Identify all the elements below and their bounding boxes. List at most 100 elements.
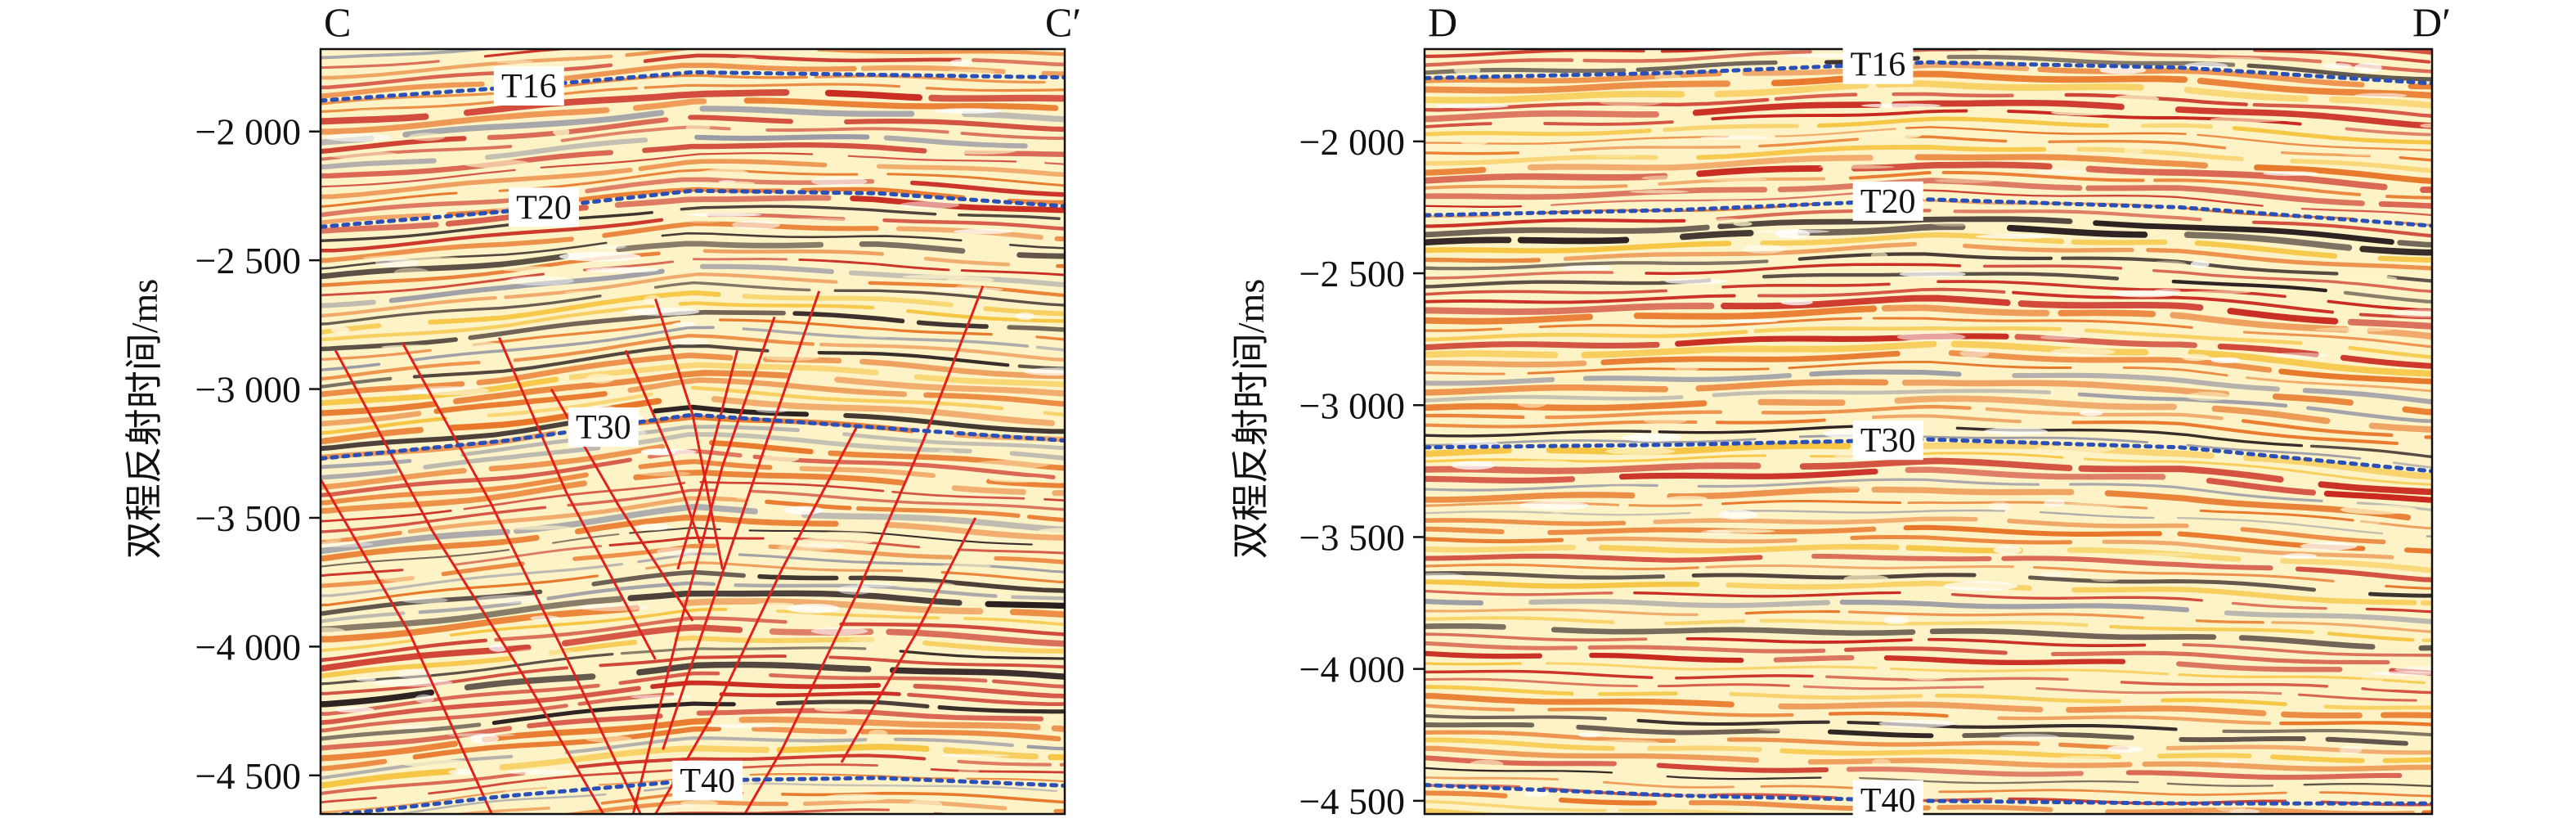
horizon-label-text: T16 (1851, 47, 1906, 84)
horizon-line (1425, 783, 2432, 806)
amplitude-patch (1524, 790, 1549, 797)
reflector-segment (1545, 410, 1722, 420)
plot-frame-right (1423, 47, 2434, 816)
fault-line (662, 290, 821, 750)
reflector-segment (1425, 67, 1627, 75)
amplitude-patch (324, 534, 342, 542)
amplitude-patch (2339, 745, 2363, 755)
reflector-segment (937, 705, 1065, 714)
reflector-segment (1517, 236, 1630, 245)
amplitude-patch (585, 735, 632, 743)
reflector-segment (1425, 58, 1574, 67)
reflector-segment (650, 680, 882, 690)
amplitude-patch (1519, 501, 1589, 510)
reflector-segment (627, 377, 907, 398)
amplitude-patch (530, 615, 560, 622)
reflector-segment (321, 758, 388, 771)
reflector-segment (321, 411, 422, 427)
reflector-segment (1425, 205, 1522, 208)
amplitude-patch (1706, 528, 1775, 533)
reflector-segment (321, 644, 532, 672)
reflector-segment (321, 574, 599, 607)
corner-label-right-start: D (1428, 0, 1457, 45)
reflector-segment (1425, 155, 1658, 166)
amplitude-patch (2263, 171, 2318, 177)
reflector-segment (1744, 609, 1841, 615)
amplitude-patch (1878, 719, 1955, 728)
reflector-segment (690, 385, 1004, 411)
amplitude-patch (1643, 416, 1687, 425)
amplitude-patch (2218, 759, 2239, 763)
reflector-segment (1425, 447, 1512, 457)
reflector-segment (1546, 442, 1851, 456)
reflector-segment (321, 213, 432, 225)
reflector-segment (321, 506, 547, 533)
amplitude-patch (892, 582, 955, 589)
reflector-segment (963, 150, 1065, 157)
reflector-segment (1712, 389, 2052, 398)
amplitude-patch (2056, 502, 2132, 507)
amplitude-patch (355, 677, 376, 681)
reflector-segment (839, 622, 1065, 636)
reflector-segment (2340, 354, 2432, 369)
amplitude-patch (2341, 150, 2412, 156)
amplitude-patch (1706, 177, 1768, 182)
reflector-segment (2302, 388, 2432, 405)
amplitude-patch (373, 678, 453, 687)
amplitude-patch (989, 476, 1049, 483)
horizon-labels-left: T16 T20 T30 T40 (493, 66, 743, 800)
reflector-segment (321, 638, 488, 663)
reflector-segment (752, 454, 1056, 479)
reflector-segment (321, 468, 398, 480)
amplitude-patch (756, 602, 795, 607)
reflector-segment (2186, 443, 2362, 460)
reflector-segment (1653, 516, 1978, 525)
amplitude-patch (321, 541, 374, 547)
panel-left: C C′ 双程反射时间/ms −2 000−2 500−3 000−3 500−… (123, 0, 1081, 816)
amplitude-patch (400, 759, 473, 767)
reflector-segment (2001, 555, 2273, 571)
reflector-segment (2242, 331, 2432, 349)
reflector-segment (2360, 519, 2432, 530)
reflector-segment (1695, 379, 1889, 392)
reflector-segment (1850, 534, 2073, 545)
amplitude-patch (1905, 673, 1947, 681)
amplitude-patch (680, 800, 719, 807)
reflector-segment (637, 552, 718, 564)
amplitude-patch (2186, 392, 2230, 402)
reflector-segment (2303, 782, 2432, 788)
reflector-segment (638, 459, 773, 470)
horizon-label-box (1842, 44, 1914, 84)
reflector-segment (923, 392, 1065, 407)
reflector-segment (1658, 177, 1825, 186)
reflector-segment (994, 555, 1065, 564)
reflector-segment (925, 87, 1065, 92)
reflector-segment (1425, 341, 1660, 351)
reflector-segment (1425, 289, 1667, 296)
reflector-segment (833, 289, 1065, 307)
amplitude-patch (1988, 501, 2012, 510)
reflector-segment (1962, 731, 2134, 740)
reflector-segment (1527, 155, 1874, 171)
reflector-segment (402, 110, 665, 138)
reflector-segment (1891, 100, 2125, 110)
amplitude-patch (2210, 357, 2242, 363)
amplitude-patch (382, 574, 421, 582)
reflector-segment (1761, 404, 1972, 415)
reflector-segment (632, 98, 707, 111)
amplitude-patch (1548, 511, 1565, 522)
reflector-segment (889, 667, 1065, 680)
reflector-segment (464, 673, 596, 690)
reflector-segment (765, 499, 852, 510)
reflector-segment (2246, 376, 2432, 393)
reflector-segment (1425, 413, 1525, 420)
reflector-segment (321, 468, 467, 490)
reflector-segment (834, 376, 1065, 397)
reflector-segment (2378, 201, 2432, 209)
amplitude-patch (1899, 271, 1966, 278)
reflector-segment (321, 241, 608, 270)
amplitude-patch (577, 603, 648, 612)
fault-line (334, 349, 605, 814)
reflector-segment (930, 768, 1065, 774)
reflector-segment (2012, 372, 2281, 392)
